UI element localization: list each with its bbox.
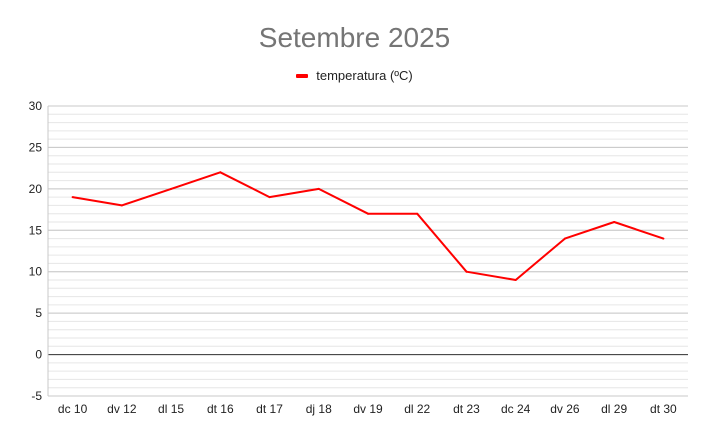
y-tick-label: 30 [29,99,43,113]
x-tick-label: dt 23 [453,402,480,416]
y-tick-label: -5 [31,389,42,403]
y-tick-label: 15 [29,223,43,237]
x-tick-label: dt 16 [207,402,234,416]
data-point [170,187,173,190]
x-tick-label: dl 22 [404,402,430,416]
chart-title: Setembre 2025 [258,22,451,53]
data-point [268,196,271,199]
x-tick-label: dv 26 [550,402,580,416]
data-point [317,187,320,190]
legend-label: temperatura (ºC) [316,68,413,83]
y-tick-label: 25 [29,140,43,154]
legend-swatch [296,73,309,78]
x-tick-label: dv 19 [353,402,383,416]
x-tick-label: dt 30 [650,402,677,416]
data-point [367,212,369,215]
data-point [120,204,123,207]
data-point [563,237,566,240]
legend: temperatura (ºC) [0,68,709,83]
data-point [71,196,74,199]
y-tick-label: 20 [29,182,43,196]
x-tick-label: dj 18 [306,402,332,416]
x-tick-label: dl 15 [158,402,184,416]
data-point [514,279,517,281]
x-tick-label: dl 29 [601,402,627,416]
y-tick-label: 5 [35,306,42,320]
x-tick-label: dv 12 [107,402,137,416]
y-tick-label: 10 [29,265,43,279]
y-tick-label: 0 [35,348,42,362]
x-tick-label: dc 24 [501,402,531,416]
data-point [219,171,222,174]
x-tick-label: dc 10 [58,402,88,416]
x-tick-label: dt 17 [256,402,283,416]
data-point [416,212,419,215]
data-point [465,270,468,273]
data-point [662,237,665,240]
data-point [613,221,616,223]
